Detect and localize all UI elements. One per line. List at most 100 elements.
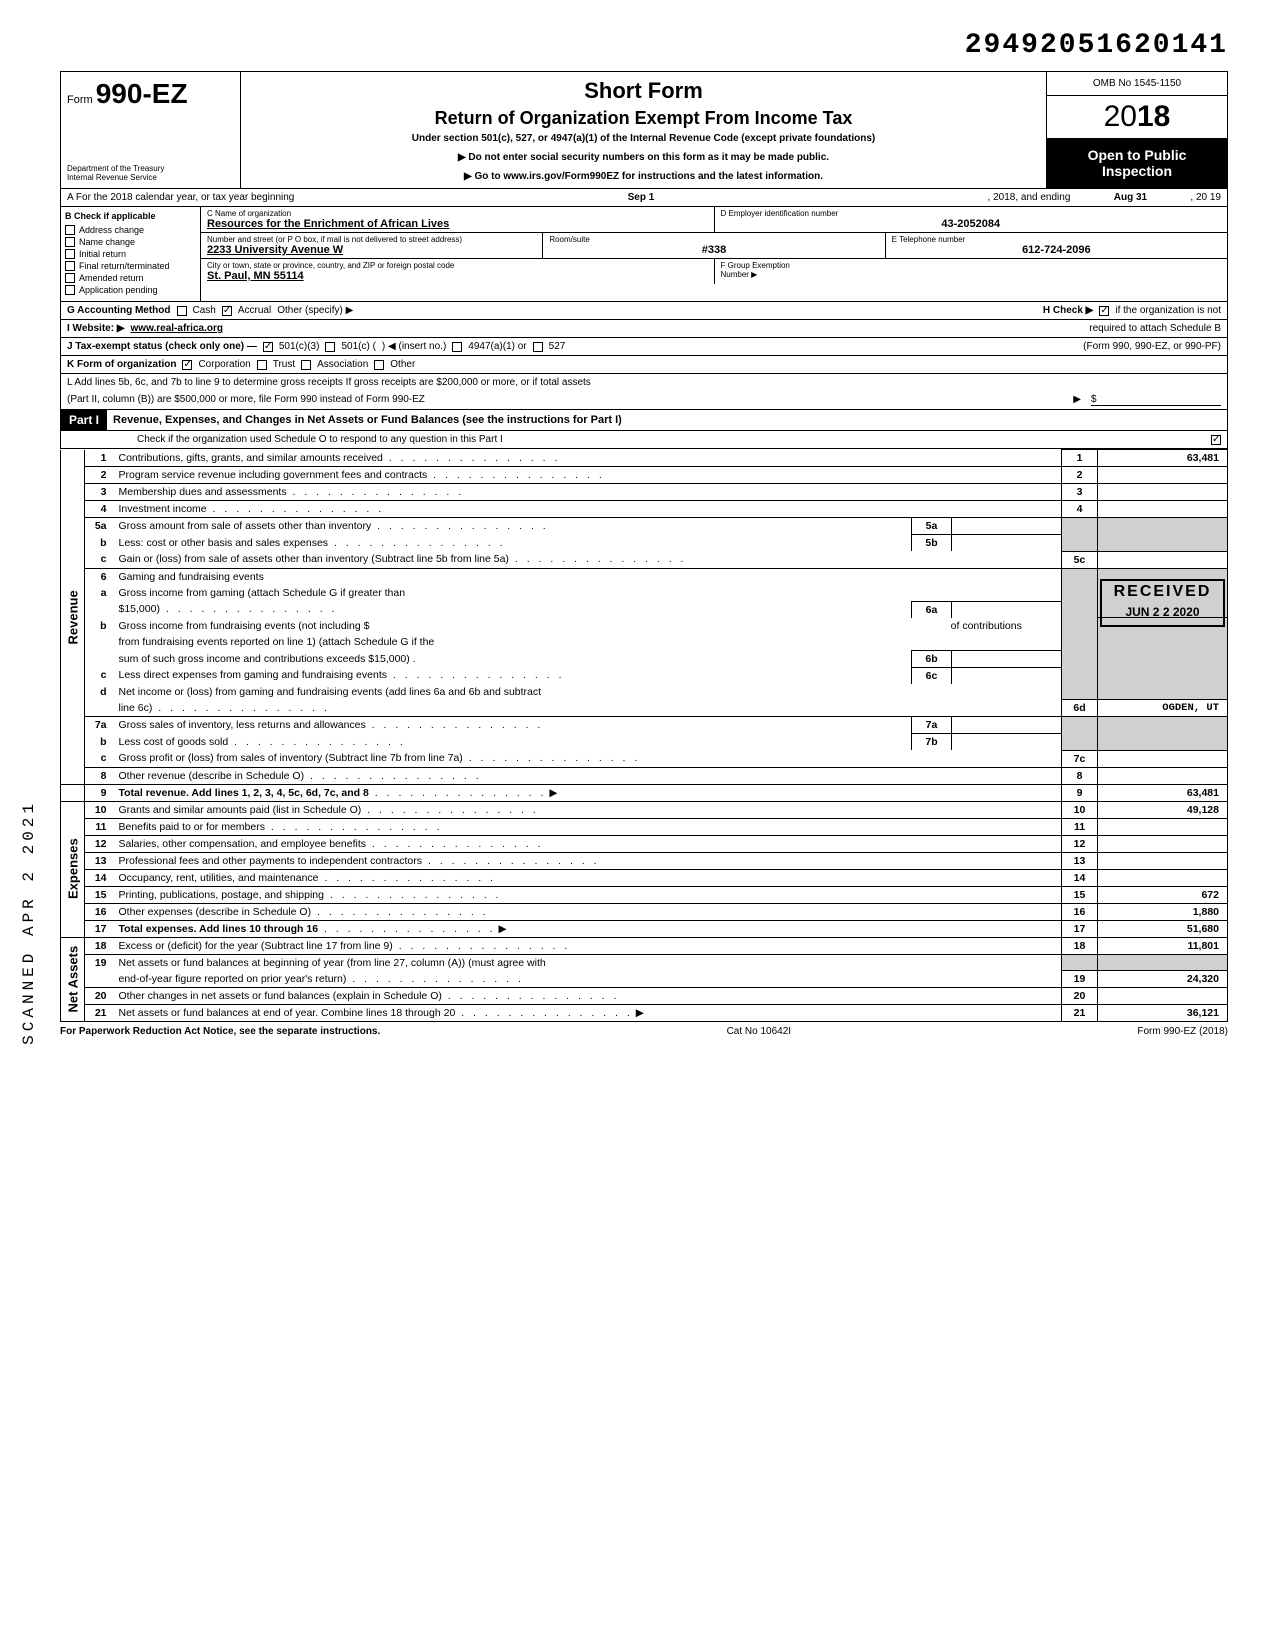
h-text3: required to attach Schedule B (1089, 323, 1221, 334)
line-num: c (85, 750, 115, 767)
line-num: c (85, 551, 115, 568)
col-cde: C Name of organization Resources for the… (201, 207, 1227, 301)
line-desc: Less: cost or other basis and sales expe… (119, 537, 329, 549)
chk-other[interactable] (374, 360, 384, 370)
chk-501c[interactable] (325, 342, 335, 352)
chk-schedule-o[interactable] (1211, 435, 1221, 445)
j-501c: 501(c) ( (341, 341, 375, 352)
line-rnum: 13 (1062, 852, 1098, 869)
form-number: Form 990-EZ (67, 78, 234, 110)
e-label: E Telephone number (892, 235, 1221, 244)
line-num: 12 (85, 835, 115, 852)
line-rnum: 19 (1062, 971, 1098, 988)
inner-box: 6c (912, 667, 952, 684)
line-desc2: end-of-year figure reported on prior yea… (119, 973, 347, 985)
g-label: G Accounting Method (67, 305, 171, 316)
line-num: b (85, 618, 115, 634)
line-value (1098, 551, 1228, 568)
j-label: J Tax-exempt status (check only one) — (67, 341, 257, 352)
footer: For Paperwork Reduction Act Notice, see … (60, 1022, 1228, 1041)
line-value: 36,121 (1098, 1005, 1228, 1022)
part1-check-text: Check if the organization used Schedule … (67, 434, 999, 445)
line-num: 19 (85, 954, 115, 971)
chk-label: Name change (79, 237, 135, 247)
line-rnum: 1 (1062, 450, 1098, 467)
f-label2: Number ▶ (721, 270, 1222, 279)
chk-label: Final return/terminated (79, 261, 170, 271)
line-desc4: sum of such gross income and contributio… (119, 653, 416, 665)
l-text2: (Part II, column (B)) are $500,000 or mo… (67, 394, 425, 406)
form-number-big: 990-EZ (96, 78, 188, 109)
line-num: 18 (85, 937, 115, 954)
j-527: 527 (549, 341, 566, 352)
line-num: a (85, 585, 115, 602)
line-desc: Gaming and fundraising events (119, 571, 264, 583)
header-right: OMB No 1545-1150 2018 Open to Public Ins… (1047, 72, 1227, 188)
chk-corp[interactable] (182, 360, 192, 370)
part1-check-row: Check if the organization used Schedule … (60, 431, 1228, 449)
line-value (1098, 484, 1228, 501)
line-desc: Gain or (loss) from sale of assets other… (119, 553, 509, 565)
chk-name-change[interactable]: Name change (65, 237, 196, 247)
h-text2: if the organization is not (1115, 305, 1221, 316)
d-label: D Employer identification number (721, 209, 1222, 218)
lines-table: Revenue 1 Contributions, gifts, grants, … (60, 449, 1228, 1022)
chk-accrual[interactable] (222, 306, 232, 316)
addr-label: Number and street (or P O box, if mail i… (207, 235, 536, 244)
line-rnum: 17 (1062, 920, 1098, 937)
line-value: 11,801 (1098, 937, 1228, 954)
chk-trust[interactable] (257, 360, 267, 370)
line-desc: Gross profit or (loss) from sales of inv… (119, 752, 463, 764)
line-rnum: 2 (1062, 467, 1098, 484)
line-desc2: of contributions (951, 620, 1022, 632)
chk-amended-return[interactable]: Amended return (65, 273, 196, 283)
row-a-tax-year: A For the 2018 calendar year, or tax yea… (60, 189, 1228, 207)
arrow-icon: ▶ (636, 1007, 644, 1019)
arrow-no-ssn: ▶ Do not enter social security numbers o… (247, 152, 1040, 163)
line-desc: Salaries, other compensation, and employ… (119, 838, 366, 850)
k-trust: Trust (273, 359, 295, 370)
dept-irs: Internal Revenue Service (67, 173, 234, 182)
line-rnum: 16 (1062, 903, 1098, 920)
inner-box: 7a (912, 717, 952, 734)
chk-address-change[interactable]: Address change (65, 225, 196, 235)
row-a-end-month: Aug 31 (1070, 192, 1190, 203)
line-desc: Other changes in net assets or fund bala… (119, 990, 442, 1002)
city-value: St. Paul, MN 55114 (207, 270, 708, 282)
line-value: 24,320 (1098, 971, 1228, 988)
chk-501c3[interactable] (263, 342, 273, 352)
line-num: 3 (85, 484, 115, 501)
f-label: F Group Exemption (721, 261, 1222, 270)
col-b-checkboxes: B Check if applicable Address change Nam… (61, 207, 201, 301)
chk-assoc[interactable] (301, 360, 311, 370)
line-num: c (85, 667, 115, 684)
chk-527[interactable] (533, 342, 543, 352)
row-j-tax-status: J Tax-exempt status (check only one) — 5… (60, 338, 1228, 356)
side-netassets: Net Assets (61, 937, 85, 1022)
line-value (1098, 467, 1228, 484)
chk-initial-return[interactable]: Initial return (65, 249, 196, 259)
inner-box: 6b (912, 650, 952, 667)
chk-4947[interactable] (452, 342, 462, 352)
footer-left: For Paperwork Reduction Act Notice, see … (60, 1026, 380, 1037)
chk-final-return[interactable]: Final return/terminated (65, 261, 196, 271)
k-assoc: Association (317, 359, 368, 370)
line-rnum: 7c (1062, 750, 1098, 767)
chk-cash[interactable] (177, 306, 187, 316)
inner-box: 7b (912, 734, 952, 751)
line-desc: Printing, publications, postage, and shi… (119, 889, 324, 901)
part1-title: Revenue, Expenses, and Changes in Net As… (107, 411, 1227, 429)
part1-label: Part I (61, 410, 107, 430)
l-arrow: ▶ (1073, 394, 1081, 406)
chk-label: Address change (79, 225, 144, 235)
line-num: 21 (85, 1005, 115, 1022)
line-num: 9 (85, 784, 115, 801)
line-desc: Professional fees and other payments to … (119, 855, 423, 867)
line-rnum: 10 (1062, 801, 1098, 818)
line-num: 10 (85, 801, 115, 818)
chk-h[interactable] (1099, 306, 1109, 316)
chk-application-pending[interactable]: Application pending (65, 285, 196, 295)
open-line1: Open to Public (1051, 147, 1223, 163)
line-rnum: 12 (1062, 835, 1098, 852)
line-desc: Net income or (loss) from gaming and fun… (119, 686, 542, 698)
